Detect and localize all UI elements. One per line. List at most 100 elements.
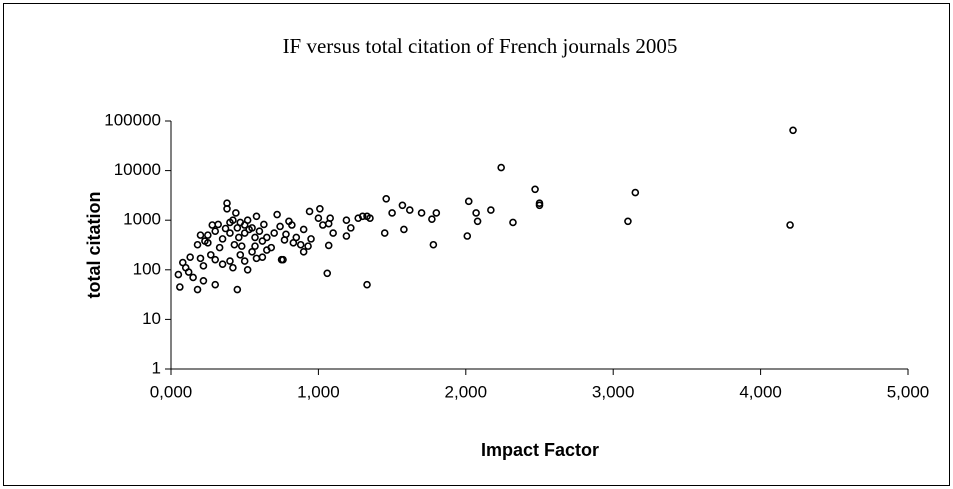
point bbox=[176, 283, 184, 291]
x-axis-label: Impact Factor bbox=[481, 440, 599, 460]
point bbox=[211, 227, 220, 236]
point bbox=[218, 235, 227, 243]
point bbox=[251, 233, 259, 242]
point bbox=[263, 246, 271, 254]
point bbox=[429, 240, 438, 249]
x-tick-label: 1,000 bbox=[297, 382, 340, 401]
point bbox=[229, 216, 237, 224]
point bbox=[196, 254, 205, 263]
y-tick-label: 1 bbox=[152, 358, 161, 377]
point bbox=[342, 216, 351, 224]
point bbox=[509, 218, 517, 227]
point bbox=[319, 221, 327, 229]
point bbox=[382, 195, 391, 203]
point bbox=[206, 251, 215, 259]
point bbox=[347, 224, 355, 232]
point bbox=[258, 253, 267, 261]
point bbox=[251, 242, 259, 250]
point bbox=[237, 242, 246, 250]
point bbox=[789, 126, 797, 135]
point bbox=[786, 221, 794, 229]
point bbox=[199, 262, 208, 270]
point bbox=[276, 222, 284, 231]
point bbox=[299, 248, 308, 256]
point bbox=[292, 233, 301, 242]
point bbox=[260, 220, 268, 229]
point bbox=[230, 240, 239, 249]
point bbox=[305, 207, 314, 216]
point bbox=[233, 224, 242, 232]
point bbox=[631, 188, 640, 197]
point bbox=[211, 255, 220, 264]
point bbox=[299, 225, 308, 234]
point bbox=[184, 268, 193, 276]
point bbox=[324, 241, 333, 250]
point bbox=[464, 197, 473, 206]
point bbox=[363, 280, 371, 289]
point bbox=[363, 212, 371, 221]
point bbox=[307, 235, 315, 243]
point bbox=[236, 251, 245, 259]
point bbox=[248, 224, 256, 232]
y-tick-label: 10000 bbox=[114, 160, 161, 179]
point bbox=[289, 239, 298, 247]
x-tick-label: 4,000 bbox=[739, 382, 782, 401]
point bbox=[487, 206, 495, 214]
point bbox=[531, 185, 539, 194]
point bbox=[323, 269, 332, 278]
point bbox=[211, 280, 220, 289]
point bbox=[221, 224, 230, 233]
point bbox=[258, 237, 267, 245]
y-tick-label: 1000 bbox=[123, 210, 161, 229]
point bbox=[428, 215, 436, 223]
point bbox=[204, 231, 212, 239]
point bbox=[400, 225, 408, 234]
y-tick-label: 100 bbox=[133, 259, 161, 278]
point bbox=[252, 212, 261, 221]
point bbox=[273, 210, 281, 219]
point bbox=[314, 214, 323, 222]
point bbox=[243, 216, 252, 224]
x-tick-label: 3,000 bbox=[592, 382, 635, 401]
point bbox=[497, 163, 505, 172]
point bbox=[380, 229, 389, 237]
chart-border bbox=[3, 3, 950, 486]
point bbox=[329, 229, 337, 237]
point bbox=[193, 285, 202, 294]
point bbox=[277, 255, 286, 264]
point bbox=[229, 263, 237, 272]
point bbox=[388, 209, 396, 217]
point bbox=[236, 218, 245, 227]
point bbox=[342, 232, 351, 240]
point bbox=[255, 227, 264, 236]
point bbox=[232, 209, 240, 217]
point bbox=[263, 233, 271, 242]
point bbox=[193, 240, 202, 249]
point bbox=[215, 243, 224, 252]
point bbox=[233, 285, 242, 294]
point bbox=[243, 265, 252, 274]
point bbox=[398, 201, 407, 210]
x-tick-label: 2,000 bbox=[445, 382, 488, 401]
point bbox=[235, 233, 243, 242]
point bbox=[535, 201, 544, 210]
point bbox=[199, 277, 208, 285]
point bbox=[354, 214, 362, 222]
point bbox=[472, 209, 480, 217]
y-tick-label: 100000 bbox=[104, 110, 161, 129]
point bbox=[204, 239, 212, 247]
point bbox=[432, 209, 441, 217]
point bbox=[285, 217, 293, 226]
point bbox=[223, 199, 231, 208]
point bbox=[240, 229, 249, 237]
point bbox=[174, 270, 183, 279]
point bbox=[186, 253, 194, 261]
x-tick-label: 5,000 bbox=[887, 382, 930, 401]
point bbox=[196, 231, 205, 239]
point bbox=[218, 260, 227, 268]
x-tick-label: 0,000 bbox=[150, 382, 193, 401]
point bbox=[226, 257, 234, 265]
y-axis-label: total citation bbox=[84, 192, 104, 299]
point bbox=[248, 248, 256, 256]
point bbox=[417, 209, 426, 217]
